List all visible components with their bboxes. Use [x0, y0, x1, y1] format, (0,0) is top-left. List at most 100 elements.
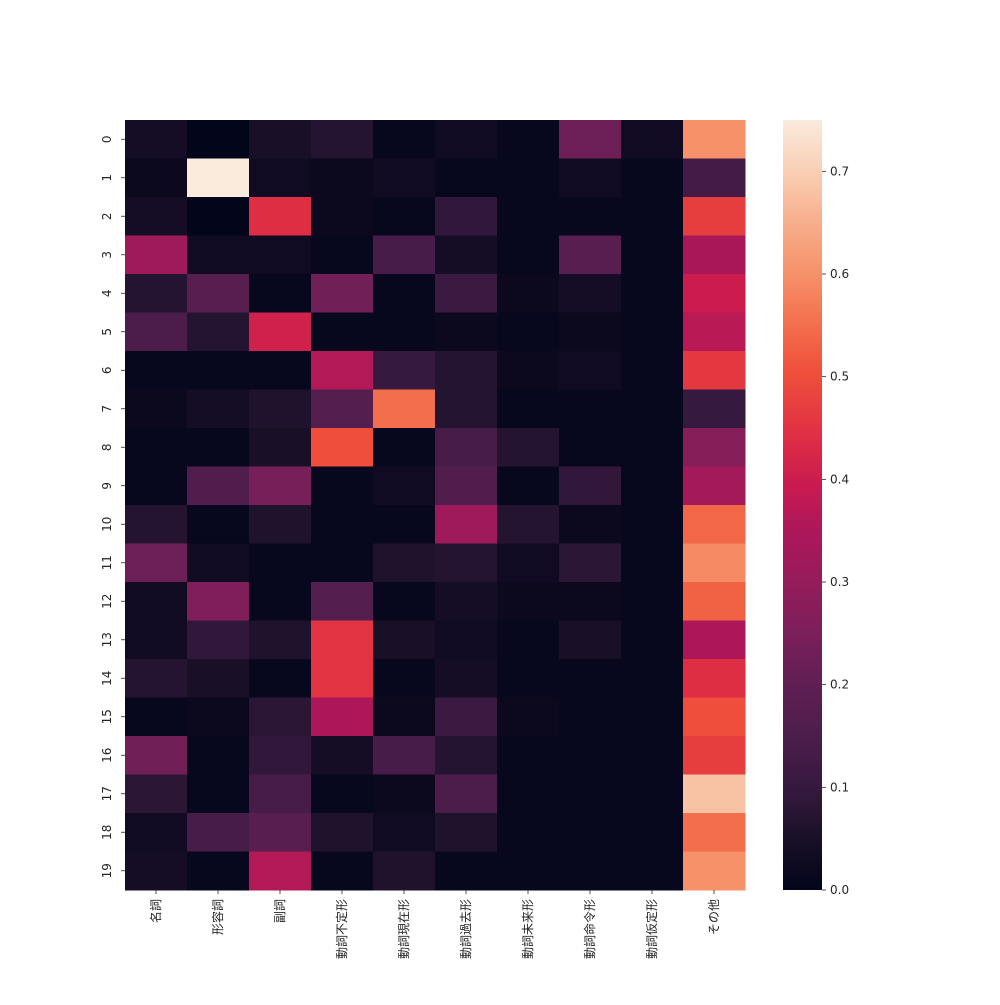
heatmap-cell	[683, 197, 746, 236]
heatmap-cell	[125, 736, 188, 775]
heatmap-cell	[683, 736, 746, 775]
heatmap-cell	[249, 389, 312, 429]
heatmap-cell	[125, 389, 188, 429]
y-tick-label: 5	[100, 328, 114, 336]
heatmap-cell	[683, 235, 746, 275]
heatmap-cell	[249, 120, 312, 159]
colorbar-tick-label: 0.2	[830, 678, 849, 692]
heatmap-cell	[683, 697, 746, 737]
heatmap-cell	[435, 851, 498, 891]
heatmap-cell	[435, 428, 498, 467]
heatmap-cell	[621, 120, 684, 159]
heatmap-cell	[435, 158, 498, 198]
heatmap-cell	[187, 582, 250, 621]
heatmap-cell	[621, 620, 684, 660]
heatmap-cell	[187, 620, 250, 660]
heatmap-cell	[249, 697, 312, 737]
heatmap-cell	[683, 158, 746, 198]
heatmap-cell	[125, 582, 188, 621]
heatmap-cell	[373, 697, 436, 737]
heatmap-cell	[497, 158, 560, 198]
heatmap-cell	[311, 851, 374, 891]
y-tick-label: 3	[100, 251, 114, 259]
colorbar-axis: 0.0 0.1 0.2 0.3 0.4 0.5 0.6 0.7	[822, 164, 849, 897]
y-tick-label: 14	[100, 671, 114, 686]
heatmap-cell	[311, 582, 374, 621]
heatmap-cell	[373, 197, 436, 236]
heatmap-cell	[559, 620, 622, 660]
heatmap-cell	[683, 620, 746, 660]
y-tick-label: 12	[100, 594, 114, 609]
heatmap-cell	[683, 274, 746, 313]
heatmap-cell	[187, 466, 250, 506]
heatmap-cell	[373, 466, 436, 506]
heatmap-cell	[683, 659, 746, 698]
y-tick-label: 11	[100, 555, 114, 570]
heatmap-cell	[683, 813, 746, 852]
heatmap-cell	[683, 389, 746, 429]
heatmap-cell	[373, 120, 436, 159]
heatmap-cell	[497, 774, 560, 814]
colorbar-tick-label: 0.5	[830, 370, 849, 384]
heatmap-cell	[497, 312, 560, 352]
y-tick-label: 4	[100, 289, 114, 297]
heatmap-cell	[435, 582, 498, 621]
heatmap-cell	[497, 697, 560, 737]
heatmap-cell	[497, 736, 560, 775]
heatmap-cell	[187, 274, 250, 313]
heatmap-cell	[311, 351, 374, 390]
heatmap-cell	[559, 697, 622, 737]
heatmap-cell	[249, 851, 312, 891]
heatmap-cell	[559, 428, 622, 467]
heatmap-cell	[187, 543, 250, 583]
heatmap-cell	[435, 312, 498, 352]
heatmap-cell	[373, 235, 436, 275]
heatmap-cell	[187, 235, 250, 275]
heatmap-cell	[621, 543, 684, 583]
heatmap-cell	[249, 774, 312, 814]
heatmap-cell	[187, 659, 250, 698]
heatmap-cell	[435, 543, 498, 583]
y-tick-label: 19	[100, 863, 114, 878]
heatmap-cell	[125, 774, 188, 814]
heatmap-cell	[311, 466, 374, 506]
heatmap-cell	[187, 351, 250, 390]
heatmap-cell	[249, 505, 312, 544]
y-tick-label: 6	[100, 366, 114, 374]
heatmap-cell	[249, 158, 312, 198]
heatmap-cell	[311, 158, 374, 198]
y-tick-label: 7	[100, 405, 114, 413]
heatmap-cell	[311, 505, 374, 544]
heatmap-cell	[125, 158, 188, 198]
heatmap-cell	[187, 851, 250, 891]
heatmap-cell	[621, 659, 684, 698]
heatmap-cell	[311, 543, 374, 583]
colorbar-tick-label: 0.0	[830, 883, 849, 897]
y-tick-label: 0	[100, 135, 114, 143]
heatmap-cell	[683, 466, 746, 506]
heatmap-cell	[187, 428, 250, 467]
x-tick-label: その他	[707, 899, 721, 935]
heatmap-cell	[683, 582, 746, 621]
x-tick-label: 動詞過去形	[459, 899, 473, 959]
heatmap-cell	[559, 813, 622, 852]
heatmap-cell	[435, 697, 498, 737]
heatmap-cell	[621, 274, 684, 313]
heatmap-cell	[373, 659, 436, 698]
heatmap-cell	[249, 736, 312, 775]
heatmap-cell	[125, 120, 188, 159]
heatmap-cell	[621, 158, 684, 198]
heatmap-cell	[683, 543, 746, 583]
heatmap-cell	[621, 428, 684, 467]
heatmap-cell	[683, 505, 746, 544]
heatmap-cell	[125, 697, 188, 737]
heatmap-cell	[621, 736, 684, 775]
heatmap-cell	[125, 813, 188, 852]
heatmap-cell	[435, 274, 498, 313]
heatmap-cell	[683, 851, 746, 891]
heatmap-cell	[125, 197, 188, 236]
x-tick-label: 動詞不定形	[334, 899, 349, 959]
